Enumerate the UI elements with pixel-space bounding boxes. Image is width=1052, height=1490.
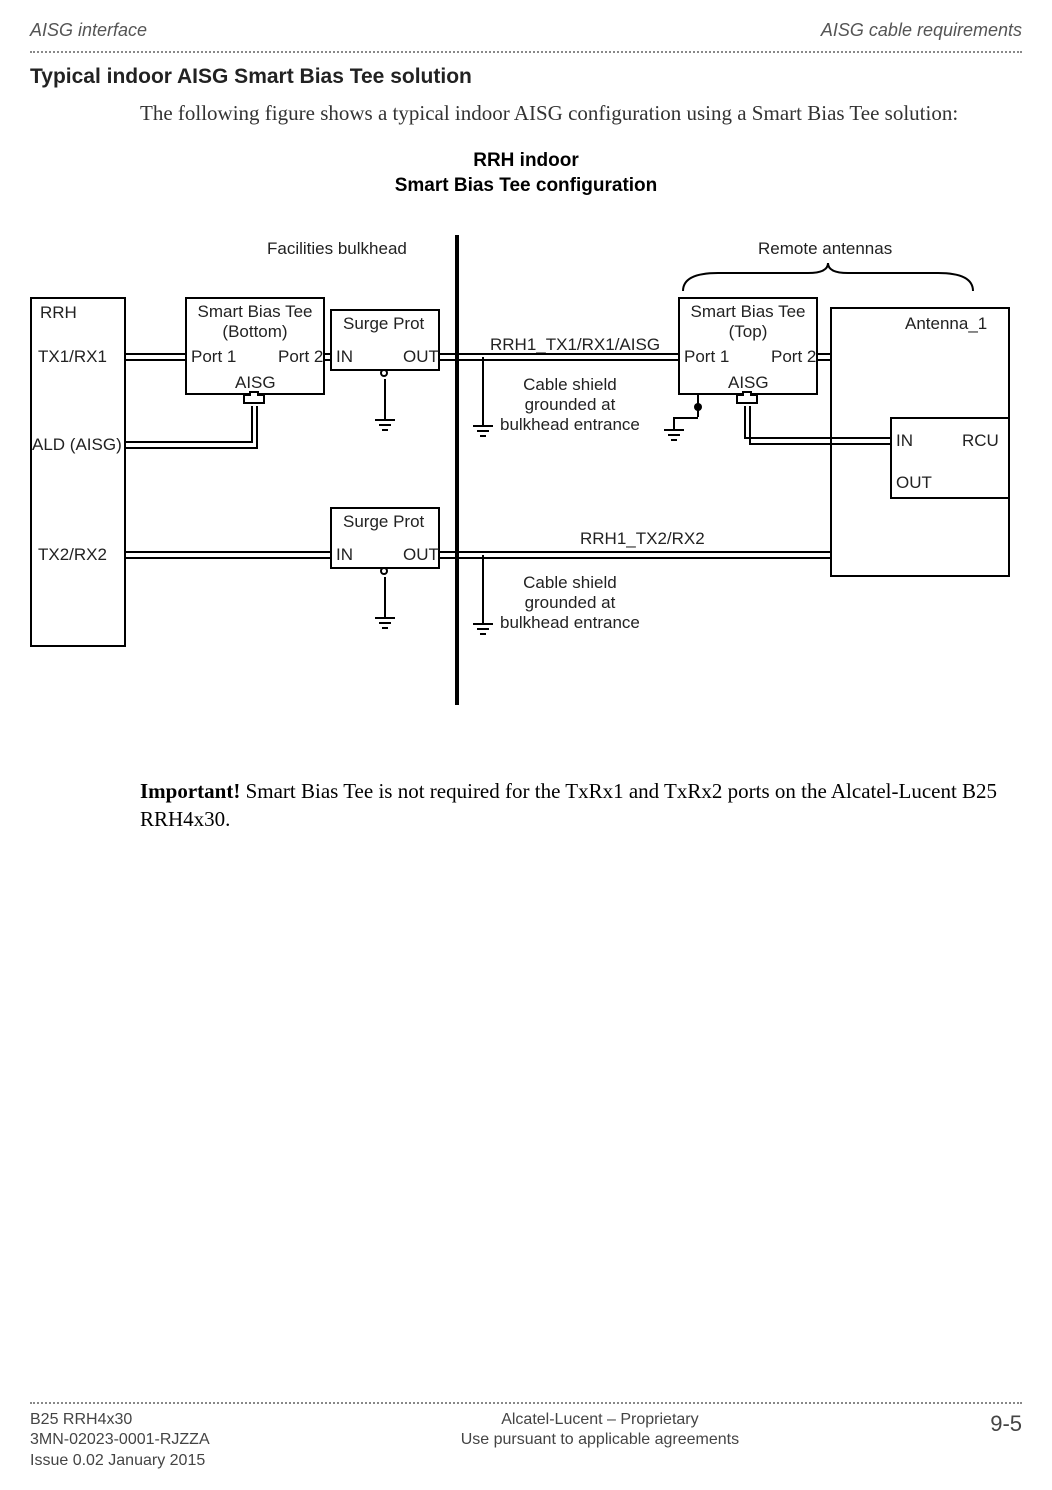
label-shield-upper: Cable shield grounded at bulkhead entran… xyxy=(500,375,640,435)
wire1b xyxy=(126,359,185,361)
wire4a xyxy=(459,353,678,355)
figure-title-line1: RRH indoor xyxy=(473,150,579,171)
wire10c xyxy=(744,406,746,439)
footer-center1: Alcatel-Lucent – Proprietary xyxy=(210,1410,991,1431)
wire8a xyxy=(440,551,455,553)
footer-doc: B25 RRH4x30 xyxy=(30,1410,210,1431)
label-surge-upper: Surge Prot xyxy=(343,314,424,334)
wire8b xyxy=(440,557,455,559)
bulkhead-line xyxy=(455,235,459,705)
wire6d xyxy=(256,406,258,449)
wire3b xyxy=(440,359,455,361)
label-sbtb-port2: Port 2 xyxy=(278,347,323,367)
wire7a xyxy=(126,551,330,553)
label-remote-antennas: Remote antennas xyxy=(758,239,892,259)
ground-surge-lower-icon xyxy=(373,605,397,635)
surge-lower-ground-stem xyxy=(384,577,386,605)
label-surge-lower: Surge Prot xyxy=(343,512,424,532)
footer-issue: Issue 0.02 January 2015 xyxy=(30,1451,210,1472)
ground-shield-upper-icon xyxy=(471,413,495,443)
header-right: AISG cable requirements xyxy=(821,20,1022,41)
label-rcu-in: IN xyxy=(896,431,913,451)
important-note: Important! Smart Bias Tee is not require… xyxy=(140,777,1002,834)
label-sbtt-port2: Port 2 xyxy=(771,347,816,367)
footer: B25 RRH4x30 3MN-02023-0001-RJZZA Issue 0… xyxy=(30,1402,1022,1472)
wire7b xyxy=(126,557,330,559)
header-left: AISG interface xyxy=(30,20,147,41)
sbt-top-ground-h xyxy=(673,417,698,419)
wire5a xyxy=(818,353,830,355)
label-sbt-bottom: Smart Bias Tee (Bottom) xyxy=(190,302,320,342)
wire6c xyxy=(251,406,253,443)
footer-page: 9-5 xyxy=(990,1410,1022,1472)
label-sbt-top: Smart Bias Tee (Top) xyxy=(683,302,813,342)
wire6a xyxy=(126,441,253,443)
label-tx2rx2: TX2/RX2 xyxy=(38,545,107,565)
label-surge-lower-out: OUT xyxy=(403,545,439,565)
label-rrh: RRH xyxy=(40,303,77,323)
brace-icon xyxy=(678,261,978,297)
label-sbtt-port1: Port 1 xyxy=(684,347,729,367)
wire2a xyxy=(325,353,330,355)
aisg-port-top-icon xyxy=(736,394,758,404)
footer-center2: Use pursuant to applicable agreements xyxy=(210,1430,991,1451)
important-label: Important! xyxy=(140,779,240,803)
figure-title: RRH indoor Smart Bias Tee configuration xyxy=(30,149,1022,198)
footer-ref: 3MN-02023-0001-RJZZA xyxy=(30,1430,210,1451)
diagram: Facilities bulkhead Remote antennas RRH … xyxy=(30,217,1022,737)
wire5b xyxy=(818,359,830,361)
section-title: Typical indoor AISG Smart Bias Tee solut… xyxy=(30,65,1022,89)
aisg-port-bottom-icon xyxy=(243,394,265,404)
wire10a xyxy=(744,437,890,439)
surge-upper-ground-stem xyxy=(384,379,386,407)
label-sbtb-port1: Port 1 xyxy=(191,347,236,367)
ground-surge-upper-icon xyxy=(373,407,397,437)
label-sbt-top-line1: Smart Bias Tee xyxy=(691,302,806,321)
label-surge-upper-in: IN xyxy=(336,347,353,367)
label-sbtb-aisg: AISG xyxy=(235,373,276,393)
wire2b xyxy=(325,359,330,361)
footer-rule xyxy=(30,1402,1022,1404)
label-rrh1-tx1: RRH1_TX1/RX1/AISG xyxy=(490,335,660,355)
surge-lower-dot xyxy=(380,567,388,575)
label-surge-upper-out: OUT xyxy=(403,347,439,367)
ground-shield-lower-icon xyxy=(471,611,495,641)
wire6b xyxy=(126,447,256,449)
label-sbt-bottom-line1: Smart Bias Tee xyxy=(198,302,313,321)
label-sbt-top-line2: (Top) xyxy=(729,322,768,341)
label-rcu-out: OUT xyxy=(896,473,932,493)
surge-upper-dot xyxy=(380,369,388,377)
label-tx1rx1: TX1/RX1 xyxy=(38,347,107,367)
important-text: Smart Bias Tee is not required for the T… xyxy=(140,779,997,831)
sbt-top-ground-stem xyxy=(697,395,699,417)
wire9b xyxy=(459,557,830,559)
label-sbt-bottom-line2: (Bottom) xyxy=(222,322,287,341)
label-shield-lower: Cable shield grounded at bulkhead entran… xyxy=(500,573,640,633)
wire1a xyxy=(126,353,185,355)
label-facilities-bulkhead: Facilities bulkhead xyxy=(267,239,407,259)
label-antenna1: Antenna_1 xyxy=(905,314,987,334)
wire3a xyxy=(440,353,455,355)
wire4b xyxy=(459,359,678,361)
shield-lower-stem xyxy=(482,555,484,611)
label-ald-aisg: ALD (AISG) xyxy=(32,435,122,455)
wire10d xyxy=(749,406,751,445)
ground-sbt-top-icon xyxy=(662,417,686,447)
header-rule xyxy=(30,51,1022,53)
shield-upper-stem xyxy=(482,357,484,413)
label-sbtt-aisg: AISG xyxy=(728,373,769,393)
label-surge-lower-in: IN xyxy=(336,545,353,565)
wire10b xyxy=(749,443,890,445)
intro-paragraph: The following figure shows a typical ind… xyxy=(140,99,1002,127)
wire9a xyxy=(459,551,830,553)
figure-title-line2: Smart Bias Tee configuration xyxy=(395,175,658,196)
label-rrh1-tx2: RRH1_TX2/RX2 xyxy=(580,529,705,549)
label-rcu: RCU xyxy=(962,431,999,451)
